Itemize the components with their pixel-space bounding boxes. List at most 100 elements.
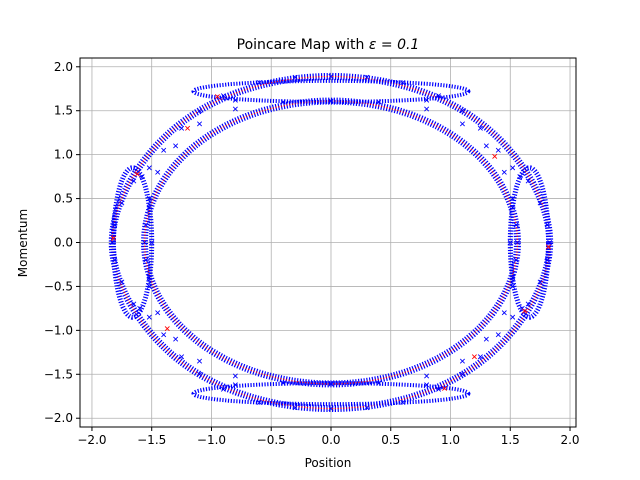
scatter-point [232, 382, 238, 388]
scatter-point [364, 405, 370, 411]
scatter-point [119, 200, 125, 206]
scatter-point [196, 358, 203, 364]
y-axis-ticks: −2.0 −1.5 −1.0 −0.5 0.0 0.5 1.0 1.5 2.0 [44, 60, 80, 425]
scatter-point [424, 106, 430, 112]
scatter-point [459, 371, 465, 377]
scatter-point [376, 99, 382, 105]
x-tick-label: 0.5 [381, 433, 400, 447]
scatter-points [109, 73, 553, 412]
x-axis-ticks: −2.0 −1.5 −1.0 −0.5 0.0 0.5 1.0 1.5 2.0 [77, 427, 580, 447]
grid-lines [80, 58, 576, 427]
scatter-point [501, 310, 507, 316]
scatter-point [483, 143, 489, 149]
x-tick-label: −1.5 [137, 433, 166, 447]
chart-title-prefix: Poincare Map with [237, 37, 369, 53]
x-tick-label: −2.0 [77, 433, 106, 447]
scatter-point [537, 279, 543, 285]
scatter-point [459, 358, 465, 364]
scatter-point [544, 257, 550, 263]
scatter-point [155, 169, 161, 175]
scatter-point [256, 80, 262, 86]
scatter-point [424, 97, 430, 103]
scatter-point [220, 386, 226, 392]
accent-point [522, 308, 528, 314]
scatter-point [179, 125, 185, 131]
accent-point [185, 125, 191, 131]
accent-point [164, 326, 170, 332]
scatter-point [139, 174, 145, 180]
y-tick-label: 0.5 [54, 192, 73, 206]
accent-point [134, 171, 140, 177]
scatter-point [292, 74, 298, 80]
y-tick-label: −2.0 [44, 411, 73, 425]
scatter-point [146, 196, 152, 202]
y-tick-label: 1.0 [54, 148, 73, 162]
scatter-point [137, 305, 143, 311]
scatter-point [544, 222, 550, 228]
scatter-point [514, 239, 520, 246]
x-tick-label: −1.0 [197, 433, 226, 447]
inner-trajectory-accent [143, 100, 518, 385]
y-tick-label: 2.0 [54, 60, 73, 74]
scatter-point [146, 283, 152, 289]
scatter-point [142, 239, 148, 246]
scatter-point [525, 301, 531, 307]
scatter-point [146, 314, 152, 320]
scatter-point [510, 314, 516, 320]
y-tick-label: 1.5 [54, 104, 73, 118]
scatter-point [495, 332, 501, 338]
scatter-point [477, 354, 483, 360]
scatter-point [196, 121, 203, 127]
scatter-point [459, 121, 465, 127]
y-axis-label: Momentum [16, 209, 30, 277]
scatter-point [477, 125, 483, 131]
y-tick-label: −1.5 [44, 367, 73, 381]
scatter-point [155, 310, 161, 316]
scatter-point [131, 178, 137, 184]
scatter-point [232, 106, 238, 112]
x-tick-label: 0.0 [321, 433, 340, 447]
scatter-point [146, 275, 152, 281]
scatter-point [507, 239, 513, 246]
scatter-point [196, 371, 203, 377]
scatter-point [109, 239, 115, 246]
chart-title-math: ε = 0.1 [369, 37, 419, 53]
separatrix-lens-bottom [191, 381, 471, 407]
scatter-point [400, 80, 406, 86]
scatter-point [510, 283, 516, 289]
y-tick-label: −1.0 [44, 323, 73, 337]
scatter-point [328, 406, 334, 412]
scatter-point [501, 169, 507, 175]
scatter-point [513, 257, 519, 263]
scatter-point [196, 108, 203, 114]
scatter-point [510, 196, 516, 202]
scatter-point [364, 74, 370, 80]
scatter-point [143, 257, 149, 263]
scatter-point [495, 147, 501, 153]
scatter-point [112, 257, 118, 263]
scatter-point [537, 200, 543, 206]
y-tick-label: −0.5 [44, 279, 73, 293]
y-tick-label: 0.0 [54, 236, 73, 250]
scatter-point [517, 174, 523, 180]
scatter-point [510, 204, 516, 210]
scatter-point [510, 165, 516, 171]
scatter-point [143, 222, 149, 228]
scatter-point [146, 165, 152, 171]
scatter-point [547, 239, 553, 246]
x-tick-label: 1.0 [441, 433, 460, 447]
scatter-point [146, 204, 152, 210]
accent-point [110, 235, 116, 241]
scatter-point [525, 178, 531, 184]
accent-point [214, 94, 220, 100]
scatter-point [400, 399, 406, 405]
scatter-point [173, 143, 179, 149]
scatter-point [149, 239, 155, 246]
scatter-point [510, 275, 516, 281]
scatter-point [220, 93, 226, 99]
chart-title: Poincare Map with ε = 0.1 [237, 37, 420, 53]
scatter-point [232, 97, 238, 103]
accent-point [492, 153, 498, 159]
scatter-point [256, 399, 262, 405]
